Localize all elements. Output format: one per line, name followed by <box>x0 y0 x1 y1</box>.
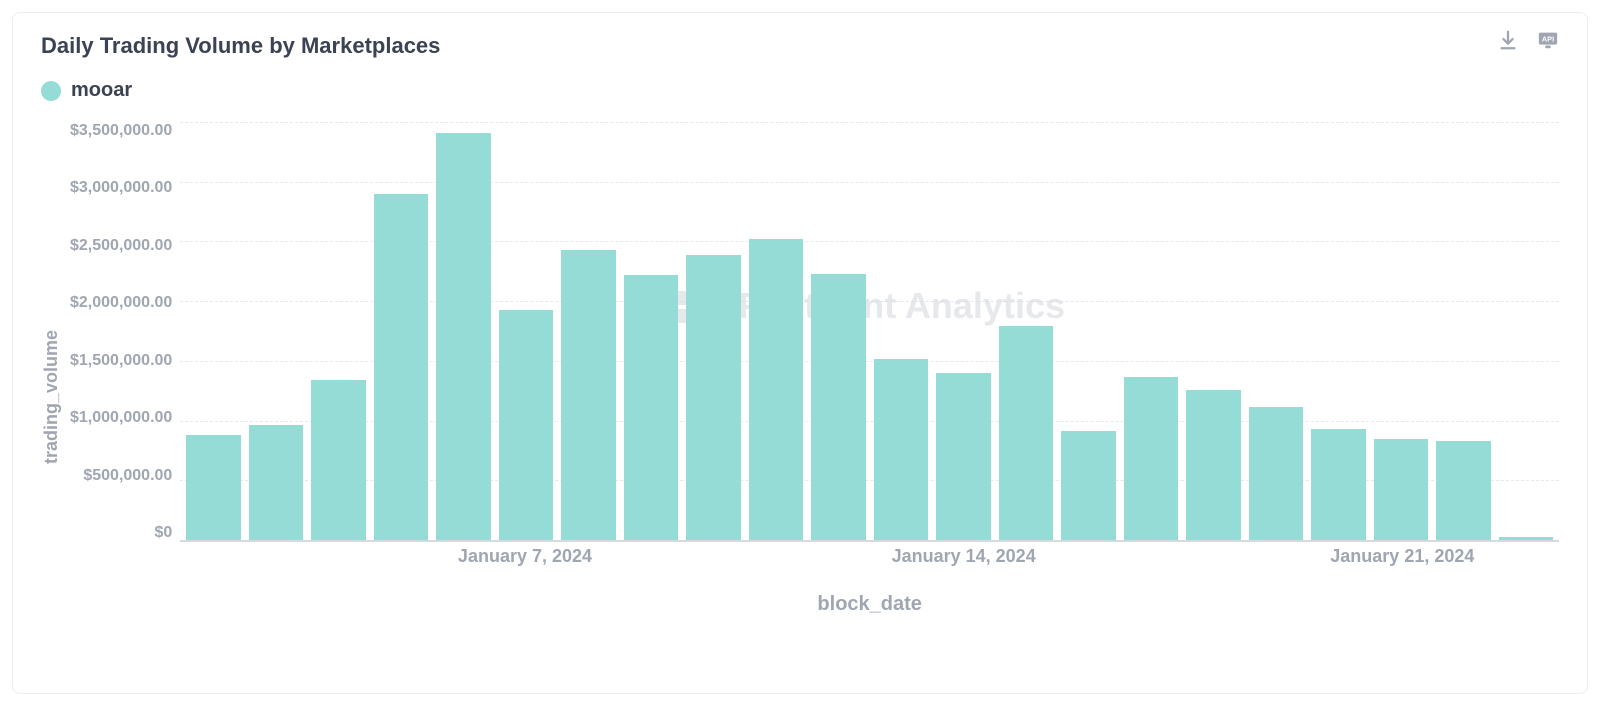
download-icon[interactable] <box>1497 29 1519 51</box>
bar[interactable] <box>561 250 615 540</box>
bar[interactable] <box>999 326 1053 540</box>
bar[interactable] <box>1124 377 1178 540</box>
bar[interactable] <box>499 310 553 540</box>
bar[interactable] <box>249 425 303 540</box>
y-tick-label: $1,000,000.00 <box>70 409 172 427</box>
card-actions: API <box>1497 29 1559 51</box>
svg-text:API: API <box>1542 34 1554 43</box>
bar[interactable] <box>624 275 678 540</box>
bar[interactable] <box>1311 429 1365 540</box>
y-tick-label: $500,000.00 <box>83 467 172 485</box>
bar[interactable] <box>811 274 865 540</box>
bar[interactable] <box>186 435 240 540</box>
y-axis-title: trading_volume <box>41 280 62 464</box>
card-header: Daily Trading Volume by Marketplaces API <box>41 33 1559 59</box>
bar[interactable] <box>1249 407 1303 540</box>
y-tick-label: $3,500,000.00 <box>70 122 172 140</box>
x-axis-ticks: January 7, 2024 January 14, 2024 January 2… <box>180 546 1559 576</box>
api-icon[interactable]: API <box>1537 29 1559 51</box>
x-tick-label: January 21, 2024 <box>1330 546 1474 567</box>
y-tick-label: $2,000,000.00 <box>70 294 172 312</box>
bar[interactable] <box>686 255 740 540</box>
bar[interactable] <box>374 194 428 540</box>
y-tick-label: $3,000,000.00 <box>70 179 172 197</box>
chart-area: trading_volume $3,500,000.00 $3,000,000.0… <box>41 122 1559 622</box>
chart-legend: mooar <box>41 79 1559 102</box>
x-tick-label: January 14, 2024 <box>892 546 1036 567</box>
chart-title: Daily Trading Volume by Marketplaces <box>41 33 440 59</box>
chart-bars <box>180 122 1559 540</box>
legend-swatch <box>41 81 61 101</box>
bar[interactable] <box>936 373 990 540</box>
bar[interactable] <box>1436 441 1490 540</box>
y-tick-label: $0 <box>155 524 173 542</box>
y-axis-ticks: $3,500,000.00 $3,000,000.00 $2,500,000.00 $… <box>70 122 180 542</box>
chart-plot: Footprint Analytics January 7, 2024Janua… <box>180 122 1559 542</box>
bar[interactable] <box>436 133 490 540</box>
bar[interactable] <box>1186 390 1240 540</box>
y-tick-label: $2,500,000.00 <box>70 237 172 255</box>
bar[interactable] <box>749 239 803 540</box>
legend-label: mooar <box>71 79 132 102</box>
bar[interactable] <box>1499 537 1553 540</box>
bar[interactable] <box>1374 439 1428 540</box>
x-axis-title: block_date <box>180 593 1559 616</box>
y-tick-label: $1,500,000.00 <box>70 352 172 370</box>
bar[interactable] <box>311 380 365 541</box>
bar[interactable] <box>874 359 928 540</box>
x-tick-label: January 7, 2024 <box>458 546 592 567</box>
chart-card: Daily Trading Volume by Marketplaces API… <box>12 12 1588 694</box>
bar[interactable] <box>1061 431 1115 540</box>
